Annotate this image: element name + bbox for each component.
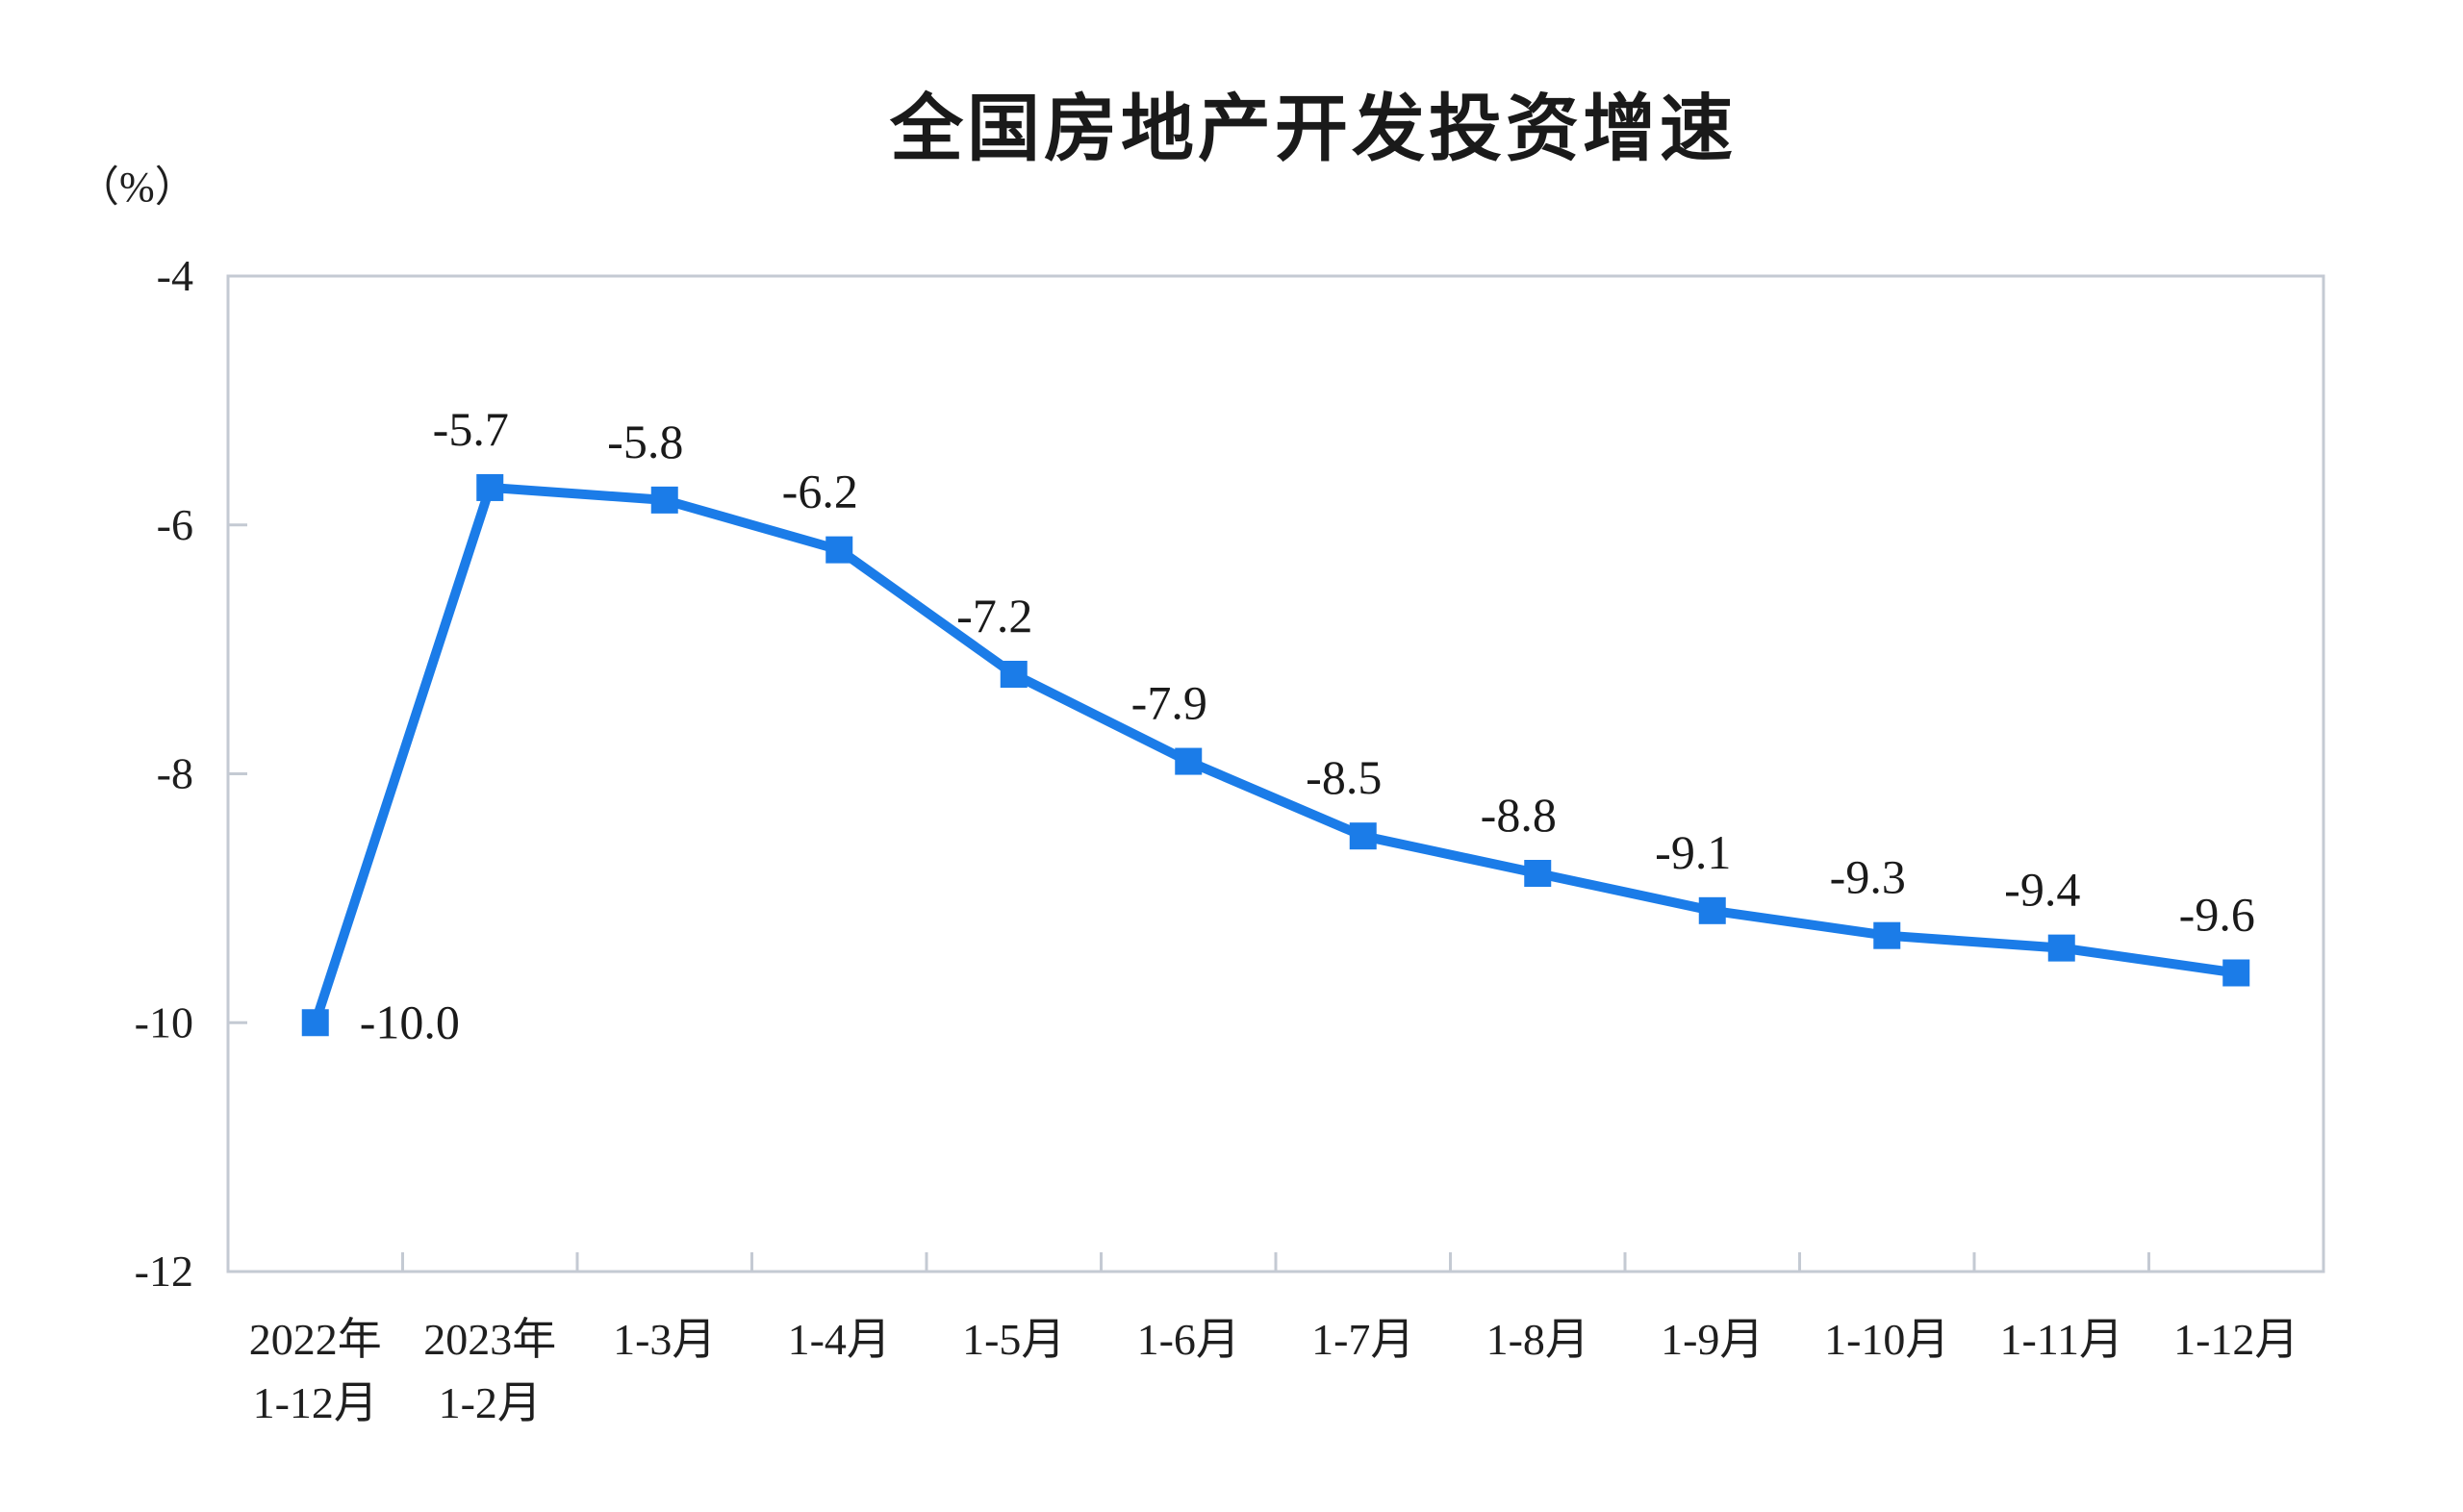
data-point-marker: [476, 473, 504, 501]
y-axis-unit-label: （%）: [77, 164, 197, 211]
data-point-marker: [1524, 860, 1552, 887]
data-label: -7.2: [956, 589, 1032, 643]
x-axis-category-label: 1-10月: [1824, 1315, 1949, 1364]
x-axis-category-label: 1-4月: [788, 1315, 891, 1364]
data-label: -7.9: [1131, 676, 1207, 730]
chart-title: 全国房地产开发投资增速: [890, 89, 1737, 170]
x-axis-category-label: 1-9月: [1661, 1315, 1764, 1364]
y-axis-tick-label: -8: [157, 749, 193, 798]
trend-line: [310, 482, 2242, 1028]
data-label: -9.4: [2004, 863, 2080, 917]
data-label: -10.0: [360, 995, 460, 1048]
data-point-marker: [825, 536, 853, 564]
x-axis-category-label: 1-12月: [2173, 1315, 2298, 1364]
data-point-marker: [2222, 959, 2250, 987]
data-point-marker: [2047, 934, 2075, 962]
data-label: -6.2: [782, 465, 858, 518]
x-axis-category-label: 1-3月: [613, 1315, 716, 1364]
x-axis-category-label: 1-5月: [962, 1315, 1065, 1364]
data-label: -5.8: [607, 415, 683, 468]
data-point-marker: [1698, 896, 1726, 924]
data-label: -5.7: [433, 402, 509, 456]
data-label: -9.3: [1830, 850, 1906, 904]
x-axis-category-label: 1-7月: [1311, 1315, 1414, 1364]
y-axis-tick-label: -6: [157, 500, 193, 549]
data-label: -9.6: [2179, 888, 2255, 942]
plot-border: [226, 274, 2325, 1273]
y-axis-tick-label: -10: [135, 997, 193, 1046]
x-axis-category-label: 1-11月: [1999, 1315, 2123, 1364]
data-point-marker: [650, 486, 678, 514]
x-axis-category-label: 1-2月: [439, 1378, 542, 1427]
data-point-marker: [1349, 822, 1377, 850]
x-axis-category-label: 1-6月: [1137, 1315, 1240, 1364]
data-point-marker: [1000, 661, 1028, 688]
x-axis-category-label: 2022年: [249, 1315, 382, 1364]
x-axis-category-label: 1-8月: [1486, 1315, 1589, 1364]
y-axis-tick-label: -4: [157, 251, 193, 300]
data-label: -8.8: [1481, 788, 1557, 842]
data-label: -9.1: [1655, 825, 1731, 879]
data-point-marker: [1175, 747, 1203, 775]
x-axis-category-label: 2023年: [423, 1315, 556, 1364]
data-point-marker: [1873, 921, 1901, 949]
data-point-marker: [301, 1009, 329, 1037]
x-axis-category-label: 1-12月: [253, 1378, 378, 1427]
data-label: -8.5: [1306, 750, 1382, 804]
y-axis-tick-label: -12: [135, 1247, 193, 1296]
